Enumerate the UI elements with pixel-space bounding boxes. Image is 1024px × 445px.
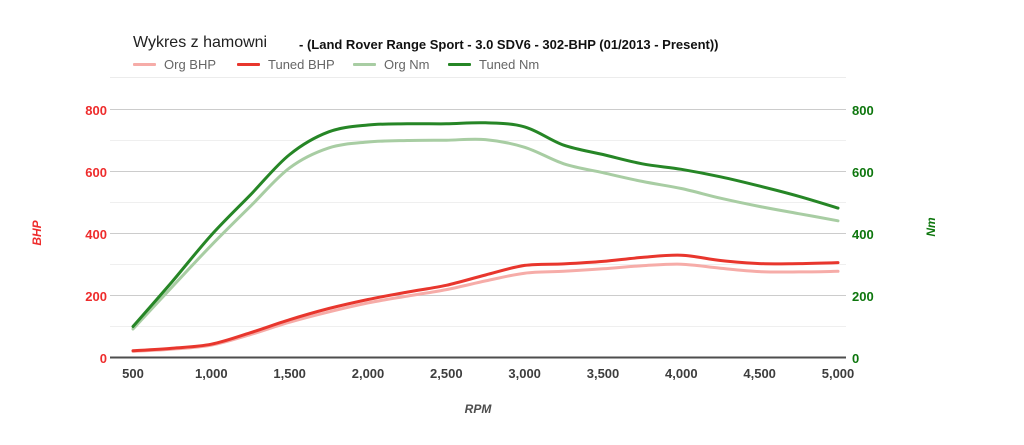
y-tick-label-left: 400 [85,226,107,242]
chart-subtitle: - (Land Rover Range Sport - 3.0 SDV6 - 3… [299,37,719,52]
x-tick-label: 1,000 [195,366,228,381]
legend-swatch-tuned-nm [448,62,471,66]
legend-item-tuned-nm: Tuned Nm [448,56,540,72]
page-title: Wykres z hamowni [133,34,268,51]
x-tick-label: 4,000 [665,366,698,381]
y-tick-label-right: 600 [852,164,874,180]
y-tick-label-left: 200 [85,288,107,304]
legend-swatch-tuned-bhp [237,62,260,66]
y-axis-title-nm: Nm [924,217,938,237]
x-tick-label: 3,000 [508,366,541,381]
legend-swatch-org-bhp [133,62,156,66]
y-tick-label-left: 800 [85,102,107,118]
curve-tuned-bhp [131,253,840,353]
y-tick-label-left: 0 [99,350,107,366]
y-tick-label-right: 800 [852,102,874,118]
legend-item-tuned-bhp: Tuned BHP [237,56,335,72]
legend-label: Org BHP [164,56,217,72]
y-axis-title-bhp: BHP [30,220,44,246]
x-tick-label: 1,500 [273,366,306,381]
y-tick-label-right: 0 [852,350,860,366]
x-tick-label: 2,500 [430,366,463,381]
y-tick-label-right: 200 [852,288,874,304]
x-tick-label: 3,500 [586,366,620,381]
legend-item-org-bhp: Org BHP [133,56,217,72]
legend-label: Org Nm [384,56,430,72]
legend-swatch-org-nm [353,62,376,66]
curve-tuned-nm [131,121,840,328]
y-tick-label-right: 400 [852,226,874,242]
curve-org-bhp [131,262,840,353]
x-tick-label: 500 [122,366,144,381]
y-tick-label-left: 600 [85,164,107,180]
x-tick-label: 4,500 [743,366,776,381]
x-tick-label: 2,000 [351,366,385,381]
curve-org-nm [131,137,840,331]
legend-label: Tuned BHP [268,56,335,72]
x-tick-label: 5,000 [821,366,855,381]
legend-item-org-nm: Org Nm [353,56,430,72]
x-axis-title-rpm: RPM [464,402,492,416]
legend-label: Tuned Nm [479,56,540,72]
